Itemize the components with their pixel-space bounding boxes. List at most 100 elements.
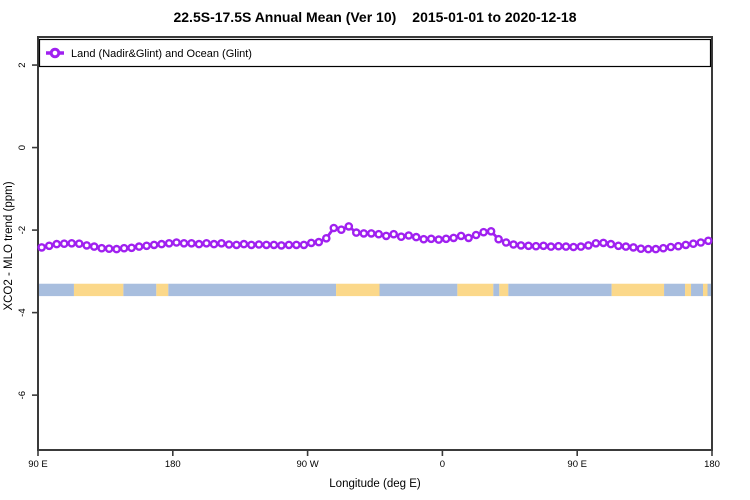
series-point (381, 231, 391, 241)
y-tick-label: 0 (17, 145, 28, 150)
series-point (471, 230, 481, 240)
y-tick-label: 2 (17, 62, 28, 67)
series-point (104, 244, 114, 253)
band-segment-ocean (38, 283, 74, 297)
series-point (149, 240, 159, 250)
y-axis-label: XCO2 - MLO trend (ppm) (3, 181, 15, 310)
legend: Land (Nadir&Glint) and Ocean (Glint) (38, 38, 712, 68)
series-point (501, 238, 511, 247)
series-point (426, 234, 436, 244)
series-point (659, 243, 668, 253)
series-point (314, 237, 324, 247)
series-point (494, 234, 503, 244)
series-point (546, 242, 556, 251)
band-segment-land (457, 283, 494, 297)
band-segment-ocean (707, 283, 712, 297)
series-point (456, 231, 466, 241)
series-point (441, 234, 451, 244)
series-point (292, 240, 301, 250)
series-point (262, 240, 271, 250)
series-point (194, 239, 204, 249)
series-point (606, 239, 616, 249)
series-point (44, 241, 54, 251)
series-point (449, 233, 458, 243)
series-point (389, 229, 399, 239)
series-point (696, 238, 706, 247)
series-point (74, 239, 84, 248)
series-point (254, 240, 264, 249)
chart-title: 22.5S-17.5S Annual Mean (Ver 10) 2015-01-… (0, 9, 750, 25)
x-tick-label: 90 E (28, 459, 48, 470)
series-point (539, 241, 548, 251)
series-point (509, 240, 518, 249)
chart-title-dates: 2015-01-01 to 2020-12-18 (412, 9, 577, 25)
band-segment-land (336, 283, 380, 297)
series-point (651, 244, 661, 254)
series-point (704, 236, 713, 246)
series-point (359, 229, 369, 238)
series-point (411, 232, 421, 242)
series-point (157, 239, 166, 249)
series-point (164, 238, 174, 248)
series-point (82, 241, 91, 250)
series-point (554, 241, 563, 251)
series-point (351, 228, 361, 237)
band-segment-land (685, 283, 692, 297)
band-segment-ocean (664, 283, 686, 297)
plot-frame (37, 36, 713, 451)
land-ocean-band (38, 283, 712, 297)
series-point (142, 241, 151, 251)
series-point (134, 242, 144, 251)
x-axis-label: Longitude (deg E) (329, 478, 421, 490)
band-segment-ocean (123, 283, 157, 297)
series-point (486, 226, 496, 236)
band-segment-land (703, 283, 708, 297)
series-point (591, 238, 601, 248)
series-point (599, 238, 608, 248)
series-point (516, 241, 526, 250)
series-point (644, 244, 653, 254)
series-point (614, 241, 623, 251)
series-point (277, 241, 286, 250)
series-point (284, 240, 294, 250)
series-point (524, 241, 533, 251)
x-tick-label: 0 (440, 459, 445, 470)
legend-box (38, 38, 712, 68)
series-point (329, 223, 339, 233)
series-point (269, 240, 279, 250)
series-point (179, 238, 189, 248)
band-segment-ocean (691, 283, 704, 297)
series-point (112, 244, 121, 254)
series-point (89, 242, 99, 251)
data-series (37, 222, 713, 254)
legend-marker-icon (49, 47, 61, 59)
x-tick-label: 90 E (567, 459, 587, 470)
series-point (366, 229, 376, 238)
y-tick-label: -4 (17, 308, 28, 316)
series-point (576, 242, 586, 251)
x-tick-label: 180 (165, 459, 181, 470)
series-point (404, 231, 414, 240)
series-point (689, 239, 698, 248)
series-point (119, 243, 129, 253)
series-point (396, 232, 406, 241)
series-point (374, 229, 384, 239)
y-tick-label: -2 (17, 226, 28, 234)
series-point (187, 238, 196, 248)
y-tick-label: -6 (17, 391, 28, 399)
legend-label: Land (Nadir&Glint) and Ocean (Glint) (71, 48, 252, 60)
series-point (321, 233, 331, 243)
band-segment-land (611, 283, 665, 297)
series-point (209, 239, 219, 249)
chart-title-region: 22.5S-17.5S Annual Mean (Ver 10) (173, 9, 397, 25)
series-point (666, 242, 676, 252)
band-segment-ocean (168, 283, 337, 297)
axis-ticks: 90 E 180 90 W 0 90 E 180 2 0 -2 -4 -6 (17, 62, 720, 470)
series-point (531, 241, 541, 251)
series-point (621, 242, 631, 251)
series-point (419, 234, 429, 244)
series-point (479, 227, 488, 237)
series-point (629, 243, 638, 252)
